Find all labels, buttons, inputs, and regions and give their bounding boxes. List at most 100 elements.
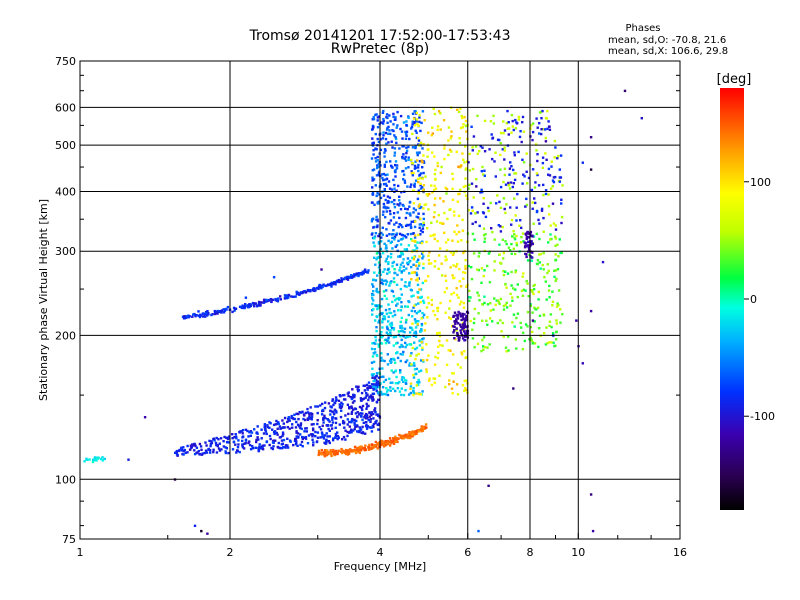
f2-x-mode-point xyxy=(445,188,449,191)
f1-o-mode-point xyxy=(308,412,311,415)
f1-x-mode-point xyxy=(404,436,407,439)
spread-f-point xyxy=(473,346,476,349)
f1-x-mode-point xyxy=(353,448,357,451)
f1-x-mode-point xyxy=(393,440,397,443)
f2-o-mode-point xyxy=(377,343,380,346)
f1-o-mode-point xyxy=(289,440,292,443)
f2-o-mode-point xyxy=(383,392,386,396)
f2-o-mode-point xyxy=(376,159,379,162)
f1-o-mode-point xyxy=(346,434,349,438)
f2-o-mode-point xyxy=(422,360,425,363)
f1-o-mode-point xyxy=(276,422,279,426)
f1-o-mode-point xyxy=(277,441,280,445)
f2-o-mode-point xyxy=(384,308,388,312)
spread-f-point xyxy=(522,173,525,176)
f1-o-mode-point xyxy=(199,445,203,448)
cusp-cluster-point xyxy=(465,318,469,322)
f1-o-mode-point xyxy=(303,418,307,422)
f1-o-mode-point xyxy=(353,395,356,399)
f2-x-mode-point xyxy=(420,159,423,162)
f2-x-mode-point xyxy=(450,387,454,390)
spread-f-point xyxy=(519,219,522,222)
cusp-cluster-point xyxy=(461,312,464,316)
f2-o-mode-point xyxy=(380,121,383,124)
f2-o-mode-point xyxy=(390,240,393,243)
f2-x-mode-point xyxy=(459,164,463,168)
spread-f-point xyxy=(492,308,495,311)
spread-f-point xyxy=(521,182,524,185)
f2-x-mode-point xyxy=(436,125,440,128)
f2-o-mode-point xyxy=(372,373,375,376)
f2-o-mode-point xyxy=(373,203,376,206)
spread-f-point xyxy=(558,168,561,171)
f2-x-mode-point xyxy=(425,343,428,346)
upper-trace-point xyxy=(338,279,341,283)
spread-f-point xyxy=(476,291,479,294)
spread-f-point xyxy=(533,197,536,200)
f1-o-mode-point xyxy=(287,418,290,421)
spread-f-point xyxy=(519,130,522,133)
f2-o-mode-point xyxy=(417,139,421,142)
f2-o-mode-point xyxy=(394,299,397,302)
f2-x-mode-point xyxy=(440,165,443,169)
upper-trace-point xyxy=(203,313,206,316)
f1-o-mode-point xyxy=(260,437,263,440)
f2-x-mode-point xyxy=(439,343,442,347)
f2-x-mode-point xyxy=(451,372,454,375)
upper-trace-point xyxy=(276,299,279,302)
f1-o-mode-point xyxy=(372,417,375,420)
spread-f-point xyxy=(520,235,523,239)
f2-o-mode-point xyxy=(399,202,402,205)
upper-trace-point xyxy=(214,310,217,314)
f2-o-mode-point xyxy=(379,138,382,141)
upper-trace-point xyxy=(197,314,201,317)
spread-f-point xyxy=(493,269,496,272)
f1-o-mode-point xyxy=(240,430,243,433)
cusp-cluster-point xyxy=(456,315,459,318)
f2-o-mode-point xyxy=(401,353,404,356)
f2-o-mode-point xyxy=(394,116,397,119)
spread-f-point xyxy=(506,109,509,113)
f2-x-mode-point xyxy=(425,306,429,309)
f2-o-mode-point xyxy=(418,309,422,313)
spread-f-point xyxy=(552,341,555,344)
f2-x-mode-point xyxy=(425,193,428,196)
f2-x-mode-point xyxy=(418,288,421,291)
f1-x-mode-point xyxy=(392,442,396,445)
f2-o-mode-point xyxy=(390,252,393,256)
cusp-cluster-point xyxy=(455,313,458,317)
f2-x-mode-point xyxy=(459,188,462,191)
spread-f-point xyxy=(514,288,517,291)
f2-o-mode-point xyxy=(405,236,408,239)
f2-o-mode-point xyxy=(400,233,404,237)
f2-o-mode-point xyxy=(380,281,383,284)
spread-f-point xyxy=(526,182,529,185)
f2-o-mode-point xyxy=(417,169,420,173)
f1-o-mode-point xyxy=(314,405,317,408)
f2-x-mode-point xyxy=(456,200,459,203)
f1-o-mode-point xyxy=(296,423,300,426)
spread-cluster-point xyxy=(523,241,526,244)
spread-f-point xyxy=(503,146,506,149)
f2-o-mode-point xyxy=(422,266,425,270)
f2-o-mode-point xyxy=(404,207,407,210)
f2-o-mode-point xyxy=(410,220,413,223)
f2-o-mode-point xyxy=(377,242,381,245)
f1-o-mode-point xyxy=(316,431,320,434)
f2-x-mode-point xyxy=(432,377,435,380)
spread-f-point xyxy=(547,289,551,292)
f2-o-mode-point xyxy=(399,224,403,227)
f2-o-mode-point xyxy=(384,378,388,382)
f2-o-mode-point xyxy=(422,217,425,221)
y-axis-label: Stationary phase Virtual Height [km] xyxy=(37,199,50,401)
f2-o-mode-point xyxy=(384,342,388,345)
f2-x-mode-point xyxy=(461,116,464,120)
f1-o-mode-point xyxy=(338,423,341,426)
f1-o-mode-point xyxy=(197,449,200,453)
spread-f-point xyxy=(521,115,525,119)
f1-o-mode-point xyxy=(271,447,275,451)
f1-o-mode-point xyxy=(242,447,246,450)
f2-x-mode-point xyxy=(449,137,453,140)
f1-o-mode-point xyxy=(293,417,297,421)
f2-x-mode-point xyxy=(422,221,425,224)
